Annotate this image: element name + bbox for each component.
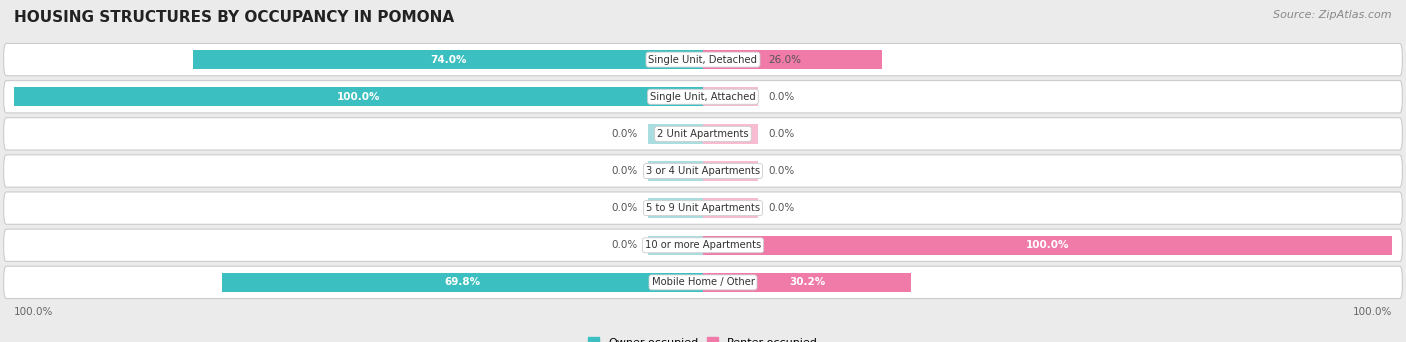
Text: 2 Unit Apartments: 2 Unit Apartments: [657, 129, 749, 139]
FancyBboxPatch shape: [4, 192, 1402, 224]
Text: 100.0%: 100.0%: [1026, 240, 1069, 250]
Bar: [222, 273, 703, 292]
Bar: [648, 236, 703, 255]
Text: 0.0%: 0.0%: [769, 166, 794, 176]
Text: HOUSING STRUCTURES BY OCCUPANCY IN POMONA: HOUSING STRUCTURES BY OCCUPANCY IN POMON…: [14, 10, 454, 25]
Text: 69.8%: 69.8%: [444, 277, 481, 287]
Text: 0.0%: 0.0%: [769, 92, 794, 102]
Bar: [703, 50, 882, 69]
Text: Single Unit, Attached: Single Unit, Attached: [650, 92, 756, 102]
Bar: [703, 273, 911, 292]
Bar: [648, 161, 703, 181]
Bar: [703, 198, 758, 218]
FancyBboxPatch shape: [4, 155, 1402, 187]
Text: 0.0%: 0.0%: [769, 129, 794, 139]
Text: 0.0%: 0.0%: [612, 166, 637, 176]
Text: 100.0%: 100.0%: [1353, 306, 1392, 317]
Text: 0.0%: 0.0%: [612, 129, 637, 139]
FancyBboxPatch shape: [4, 266, 1402, 299]
Text: 0.0%: 0.0%: [769, 203, 794, 213]
FancyBboxPatch shape: [4, 229, 1402, 261]
Text: 0.0%: 0.0%: [612, 240, 637, 250]
FancyBboxPatch shape: [4, 43, 1402, 76]
Bar: [703, 124, 758, 144]
Text: Mobile Home / Other: Mobile Home / Other: [651, 277, 755, 287]
Bar: [703, 161, 758, 181]
Text: Single Unit, Detached: Single Unit, Detached: [648, 55, 758, 65]
Text: 3 or 4 Unit Apartments: 3 or 4 Unit Apartments: [645, 166, 761, 176]
Bar: [14, 87, 703, 106]
Text: 100.0%: 100.0%: [14, 306, 53, 317]
Text: 74.0%: 74.0%: [430, 55, 467, 65]
Legend: Owner-occupied, Renter-occupied: Owner-occupied, Renter-occupied: [583, 333, 823, 342]
Bar: [703, 236, 1392, 255]
Text: 30.2%: 30.2%: [789, 277, 825, 287]
Text: 100.0%: 100.0%: [337, 92, 380, 102]
FancyBboxPatch shape: [4, 118, 1402, 150]
Text: 10 or more Apartments: 10 or more Apartments: [645, 240, 761, 250]
Text: 5 to 9 Unit Apartments: 5 to 9 Unit Apartments: [645, 203, 761, 213]
Bar: [648, 198, 703, 218]
FancyBboxPatch shape: [4, 81, 1402, 113]
Text: 26.0%: 26.0%: [769, 55, 801, 65]
Text: 0.0%: 0.0%: [612, 203, 637, 213]
Text: Source: ZipAtlas.com: Source: ZipAtlas.com: [1274, 10, 1392, 20]
Bar: [703, 87, 758, 106]
Bar: [648, 124, 703, 144]
Bar: [193, 50, 703, 69]
